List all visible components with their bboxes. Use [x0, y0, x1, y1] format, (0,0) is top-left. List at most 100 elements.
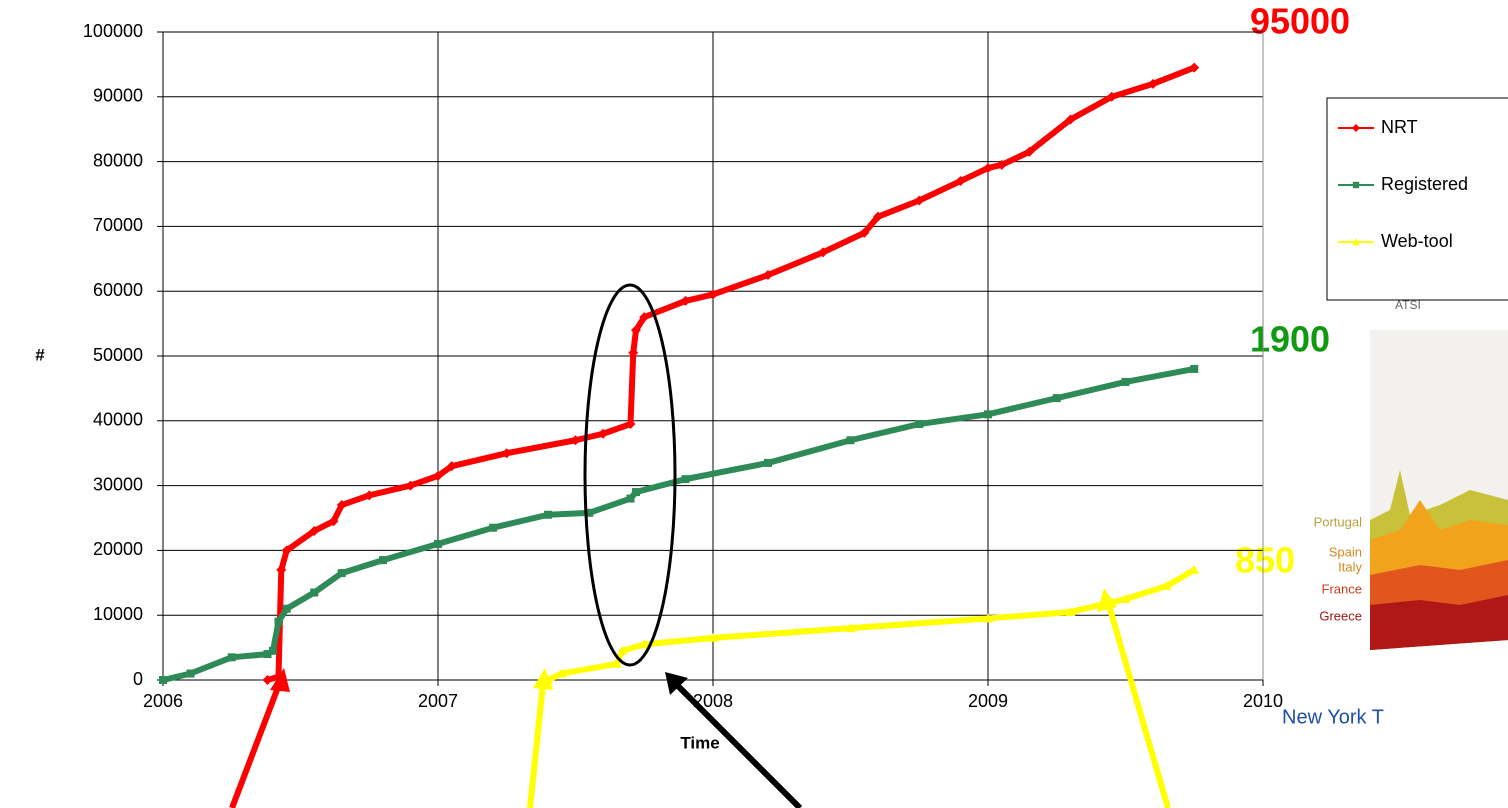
legend-box [1326, 97, 1508, 301]
data-point [501, 448, 512, 459]
series-line [266, 64, 1196, 683]
data-point [310, 588, 319, 597]
data-point [1065, 606, 1076, 616]
data-point [159, 676, 167, 684]
legend-marker [1352, 181, 1360, 189]
annotation: 850 [1235, 540, 1295, 581]
data-point [708, 632, 718, 642]
arrow-head [1097, 588, 1117, 612]
x-tick-label: 2008 [693, 691, 733, 711]
arrow-head [270, 668, 290, 692]
data-point [983, 163, 993, 174]
data-point [1024, 146, 1035, 157]
y-tick-label: 90000 [93, 86, 143, 106]
data-point [1106, 91, 1117, 102]
data-point [914, 195, 925, 206]
data-point [983, 613, 993, 623]
data-point [611, 658, 622, 668]
x-axis-title: Time [680, 733, 719, 752]
series-line [162, 366, 1195, 683]
data-point [309, 525, 320, 536]
inset-label: Italy [1338, 559, 1362, 574]
data-point [262, 675, 273, 685]
inset-area [1370, 595, 1508, 650]
data-point [433, 470, 443, 481]
data-point [269, 646, 277, 655]
inset-label: France [1322, 581, 1362, 596]
arrows [229, 588, 1171, 808]
data-point [915, 420, 924, 429]
data-point [1161, 581, 1172, 591]
inset-label: Greece [1319, 608, 1362, 623]
data-point [625, 419, 636, 430]
y-tick-label: 50000 [93, 345, 143, 365]
x-tick-label: 2010 [1243, 691, 1283, 711]
data-point [489, 523, 497, 532]
y-tick-label: 20000 [93, 539, 143, 559]
arrow [1105, 601, 1171, 808]
data-point [556, 668, 567, 678]
y-tick-label: 30000 [93, 474, 143, 494]
y-tick-label: 100000 [83, 21, 143, 41]
y-tick-label: 40000 [93, 410, 143, 430]
inset-label: Spain [1329, 544, 1362, 559]
data-point [631, 325, 641, 336]
data-point [1052, 394, 1061, 403]
data-point [873, 211, 883, 222]
data-point [681, 475, 690, 484]
data-point [617, 645, 628, 655]
data-point [1121, 377, 1130, 386]
data-point [598, 428, 608, 439]
data-point [274, 617, 283, 626]
data-point [845, 623, 856, 633]
annotation: 95000 [1250, 1, 1350, 42]
data-point [328, 516, 339, 527]
x-tick-label: 2006 [143, 691, 183, 711]
data-point [364, 490, 375, 501]
data-point [632, 488, 640, 497]
data-point [544, 510, 552, 519]
legend-label: Web-tool [1381, 231, 1453, 251]
data-point [585, 508, 594, 517]
data-point [570, 435, 581, 446]
data-point [626, 494, 635, 503]
y-tick-label: 70000 [93, 215, 143, 235]
data-point [337, 569, 346, 578]
y-tick-label: 60000 [93, 280, 143, 300]
arrow [673, 681, 803, 808]
data-point [708, 289, 718, 300]
legend: NRT Registered Web-tool [1326, 97, 1508, 301]
data-point [764, 458, 772, 467]
legend-label: Registered [1381, 174, 1468, 194]
data-point [680, 295, 691, 306]
data-point [955, 176, 966, 187]
y-axis-title: # [35, 345, 45, 364]
data-point [1065, 114, 1076, 125]
data-point [405, 480, 416, 491]
data-point [186, 669, 195, 678]
data-point [763, 270, 773, 280]
data-point [446, 461, 457, 472]
data-point [1189, 62, 1200, 73]
inset-image: ATSI [1370, 298, 1508, 650]
data-point [227, 653, 236, 662]
legend-label: NRT [1381, 117, 1418, 137]
data-point [1120, 594, 1131, 603]
data-point [282, 604, 291, 613]
inset-caption: New York T [1282, 706, 1384, 728]
data-point [1189, 564, 1200, 574]
y-tick-label: 10000 [93, 604, 143, 624]
arrow-head [533, 668, 553, 690]
data-point [859, 227, 870, 238]
data-point [434, 539, 442, 548]
series-line [546, 567, 1196, 683]
data-point [996, 159, 1007, 170]
inset-title: ATSI [1395, 298, 1421, 312]
data-point [639, 639, 650, 649]
data-point [1148, 78, 1158, 89]
data-point [379, 556, 387, 565]
inset-label: Portugal [1314, 514, 1363, 529]
arrow [229, 680, 283, 808]
